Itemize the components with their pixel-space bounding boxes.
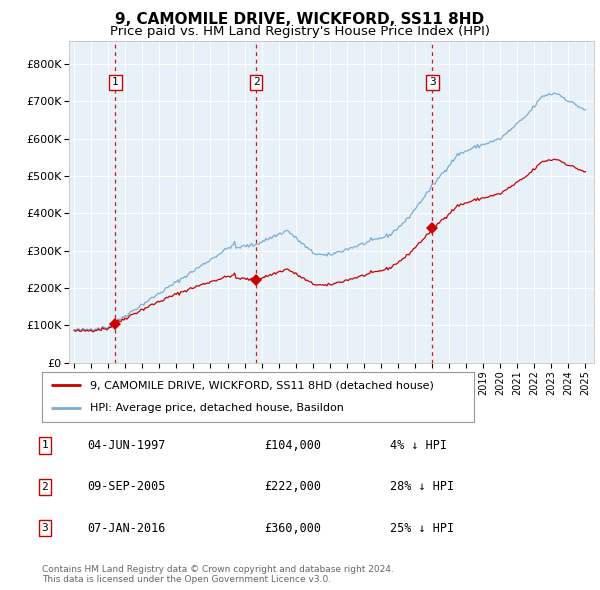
Text: £360,000: £360,000: [264, 522, 321, 535]
Text: 9, CAMOMILE DRIVE, WICKFORD, SS11 8HD: 9, CAMOMILE DRIVE, WICKFORD, SS11 8HD: [115, 12, 485, 27]
Text: HPI: Average price, detached house, Basildon: HPI: Average price, detached house, Basi…: [89, 404, 343, 414]
Text: 3: 3: [41, 523, 49, 533]
Text: 9, CAMOMILE DRIVE, WICKFORD, SS11 8HD (detached house): 9, CAMOMILE DRIVE, WICKFORD, SS11 8HD (d…: [89, 380, 433, 390]
Text: 2: 2: [253, 77, 260, 87]
Text: 2: 2: [41, 482, 49, 491]
Text: 1: 1: [41, 441, 49, 450]
Text: 25% ↓ HPI: 25% ↓ HPI: [390, 522, 454, 535]
Text: 3: 3: [429, 77, 436, 87]
Text: 09-SEP-2005: 09-SEP-2005: [87, 480, 166, 493]
Text: £222,000: £222,000: [264, 480, 321, 493]
Text: 07-JAN-2016: 07-JAN-2016: [87, 522, 166, 535]
Text: £104,000: £104,000: [264, 439, 321, 452]
Text: Price paid vs. HM Land Registry's House Price Index (HPI): Price paid vs. HM Land Registry's House …: [110, 25, 490, 38]
Text: 28% ↓ HPI: 28% ↓ HPI: [390, 480, 454, 493]
Text: 04-JUN-1997: 04-JUN-1997: [87, 439, 166, 452]
Text: Contains HM Land Registry data © Crown copyright and database right 2024.
This d: Contains HM Land Registry data © Crown c…: [42, 565, 394, 584]
Text: 4% ↓ HPI: 4% ↓ HPI: [390, 439, 447, 452]
Text: 1: 1: [112, 77, 119, 87]
